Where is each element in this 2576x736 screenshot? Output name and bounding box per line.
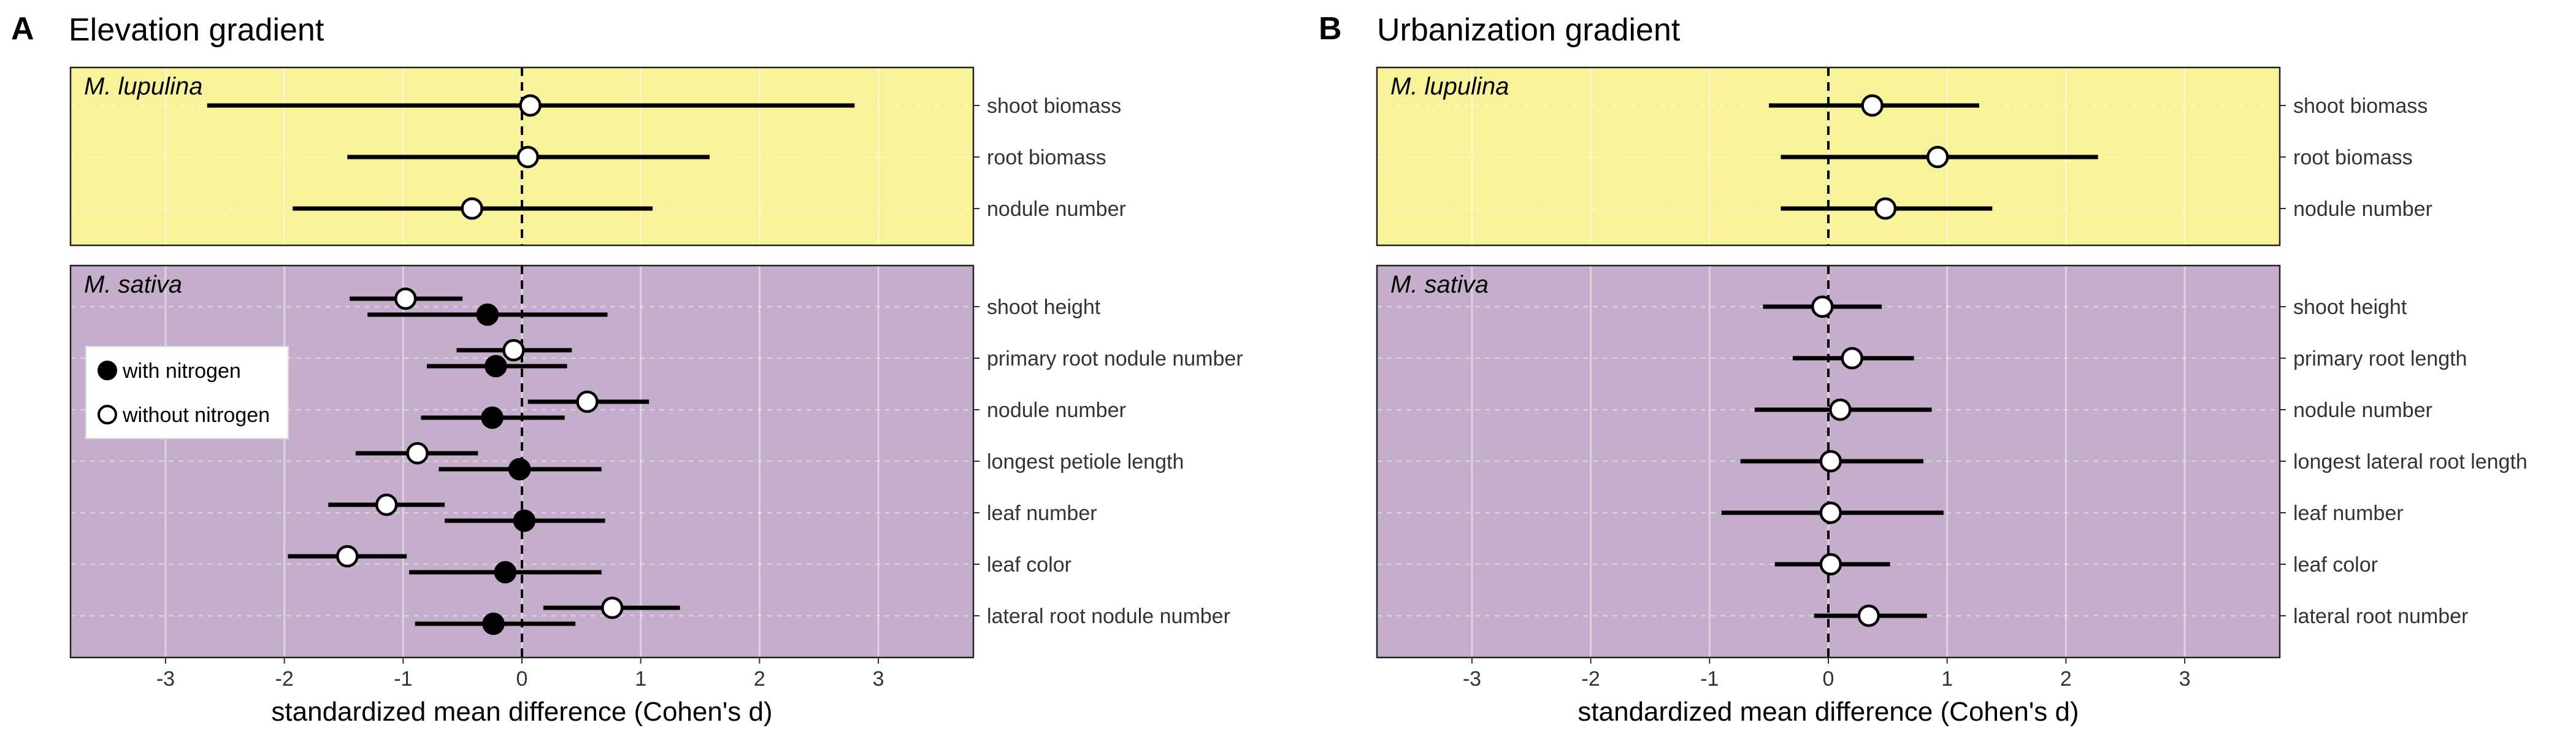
trait-label: shoot biomass	[987, 94, 1121, 118]
panel-title-b: Urbanization gradient	[1377, 12, 1681, 48]
x-tick-label: 1	[1941, 667, 1953, 691]
point-with-nitrogen	[494, 561, 517, 584]
trait-label: primary root length	[2293, 347, 2467, 370]
facet-lupulina: M. lupulina shoot biomass root biomass nodu…	[69, 66, 1126, 247]
point-without-nitrogen	[519, 94, 542, 117]
x-tick-label: 3	[873, 667, 884, 691]
x-axis-title: standardized mean difference (Cohen's d)	[271, 697, 772, 727]
trait-label: nodule number	[2293, 197, 2432, 221]
panel-letter-a: A	[11, 11, 34, 47]
trait-label: shoot height	[987, 296, 1101, 319]
trait-label: root biomass	[987, 146, 1106, 169]
trait-label: shoot height	[2293, 296, 2407, 319]
panel-letter-b: B	[1319, 11, 1342, 47]
point-without-nitrogen	[1874, 197, 1897, 220]
x-tick-label: -2	[275, 667, 294, 691]
trait-label: leaf color	[2293, 553, 2378, 577]
trait-label: primary root nodule number	[987, 347, 1243, 370]
facet-species-label: M. lupulina	[1390, 73, 1509, 100]
x-tick-label: 1	[635, 667, 646, 691]
point-without-nitrogen	[336, 545, 359, 568]
trait-label: nodule number	[987, 197, 1126, 221]
point-with-nitrogen	[485, 355, 507, 378]
point-without-nitrogen	[1841, 347, 1863, 370]
legend: with nitrogen without nitrogen	[85, 346, 289, 439]
x-tick-label: -1	[1700, 667, 1719, 691]
x-tick-label: -3	[156, 667, 175, 691]
x-tick-label: 2	[754, 667, 765, 691]
point-without-nitrogen	[1819, 553, 1842, 576]
trait-label: root biomass	[2293, 146, 2413, 169]
point-without-nitrogen	[502, 339, 525, 362]
x-axis-title: standardized mean difference (Cohen's d)	[1577, 697, 2079, 727]
point-without-nitrogen	[1819, 450, 1842, 473]
trait-label: nodule number	[2293, 399, 2432, 422]
point-without-nitrogen	[375, 493, 398, 516]
legend-label-without-nitrogen: without nitrogen	[122, 404, 270, 427]
point-without-nitrogen	[1829, 398, 1852, 421]
facet-border	[1376, 66, 2281, 247]
legend-key-without-nitrogen	[98, 405, 117, 424]
x-tick-label: -3	[1463, 667, 1481, 691]
trait-label: lateral root nodule number	[987, 605, 1230, 628]
trait-label: longest lateral root length	[2293, 450, 2528, 473]
legend-label-with-nitrogen: with nitrogen	[122, 359, 241, 383]
point-without-nitrogen	[516, 145, 539, 169]
panel-b: B Urbanization gradient M. lupulina shoot…	[1319, 11, 2528, 727]
legend-box	[85, 346, 289, 439]
facet-species-label: M. sativa	[84, 271, 182, 298]
point-without-nitrogen	[1857, 604, 1880, 627]
trait-label: lateral root number	[2293, 605, 2468, 628]
panel-title-a: Elevation gradient	[69, 12, 324, 48]
facet-species-label: M. lupulina	[84, 73, 202, 100]
trait-label: leaf number	[2293, 502, 2404, 525]
point-without-nitrogen	[600, 596, 624, 619]
facet-sativa: M. sativa shoot height primary root nodule…	[69, 264, 1243, 659]
point-without-nitrogen	[1861, 94, 1884, 117]
x-tick-label: 0	[1823, 667, 1834, 691]
trait-label: longest petiole length	[987, 450, 1184, 473]
x-tick-label: 0	[516, 667, 528, 691]
facet-sativa: M. sativa shoot height primary root length…	[1376, 264, 2528, 659]
facet-species-label: M. sativa	[1390, 271, 1489, 298]
point-without-nitrogen	[1811, 295, 1834, 318]
trait-label: leaf number	[987, 502, 1097, 525]
trait-label: nodule number	[987, 399, 1126, 422]
trait-label: shoot biomass	[2293, 94, 2428, 118]
trait-label: leaf color	[987, 553, 1071, 577]
x-tick-label: 3	[2179, 667, 2191, 691]
point-without-nitrogen	[576, 390, 599, 413]
point-with-nitrogen	[481, 406, 504, 429]
point-without-nitrogen	[394, 287, 417, 310]
legend-key-with-nitrogen	[98, 361, 117, 380]
point-without-nitrogen	[1819, 501, 1842, 524]
point-without-nitrogen	[406, 442, 429, 465]
x-tick-label: -2	[1582, 667, 1600, 691]
point-with-nitrogen	[482, 612, 505, 635]
facet-border	[69, 66, 975, 247]
point-with-nitrogen	[476, 303, 499, 326]
point-with-nitrogen	[513, 509, 536, 532]
facet-lupulina: M. lupulina shoot biomass root biomass nodu…	[1376, 66, 2432, 247]
x-tick-label: 2	[2060, 667, 2072, 691]
point-without-nitrogen	[1926, 145, 1949, 169]
point-with-nitrogen	[508, 458, 531, 481]
panel-a: A Elevation gradient M. lupulina shoot bi…	[11, 11, 1243, 727]
point-without-nitrogen	[461, 197, 483, 220]
x-tick-label: -1	[394, 667, 412, 691]
